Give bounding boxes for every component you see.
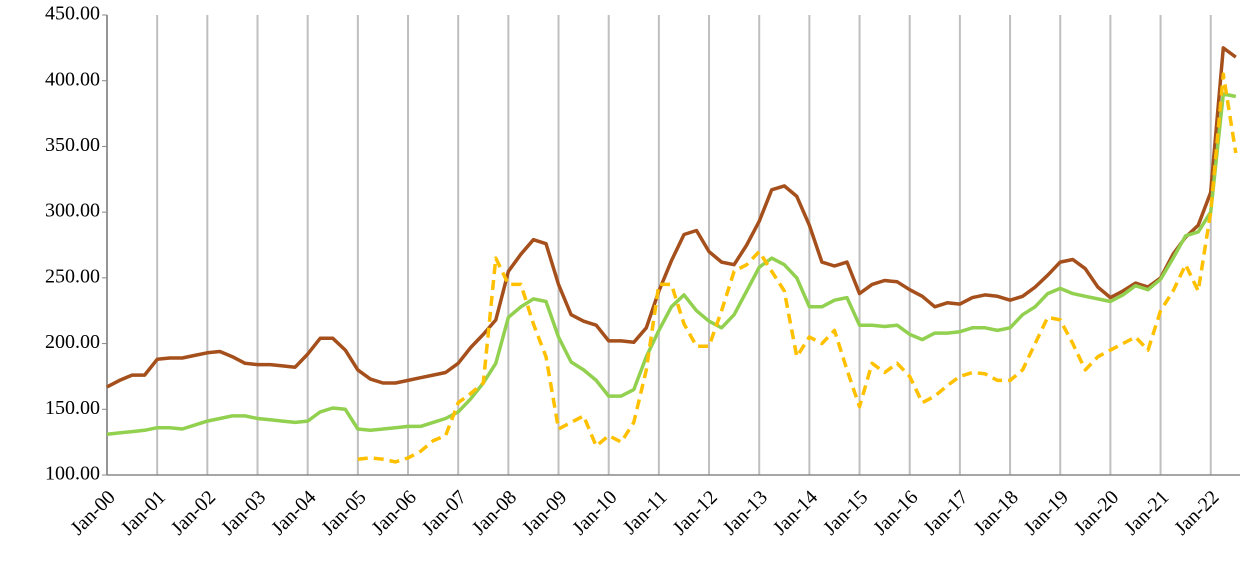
x-tick-label: Jan-10	[568, 486, 621, 539]
series-line	[106, 46, 1237, 389]
x-tick-label: Jan-12	[669, 486, 722, 539]
x-tick-label: Jan-03	[217, 486, 270, 539]
x-tick-label: Jan-08	[468, 486, 521, 539]
x-tick-label: Jan-13	[719, 486, 772, 539]
y-tick-label: 350.00	[45, 134, 100, 156]
y-tick-label: 150.00	[45, 397, 100, 419]
y-tick-label: 100.00	[45, 463, 100, 485]
series-line	[106, 92, 1237, 437]
x-tick-label: Jan-01	[117, 486, 170, 539]
y-tick-label: 300.00	[45, 200, 100, 222]
x-tick-label: Jan-22	[1170, 486, 1223, 539]
x-tick-label: Jan-14	[769, 486, 822, 539]
x-tick-label: Jan-16	[869, 486, 922, 539]
x-tick-label: Jan-20	[1070, 486, 1123, 539]
y-tick-label: 450.00	[45, 3, 100, 25]
x-tick-label: Jan-11	[619, 486, 672, 539]
x-tick-label: Jan-18	[970, 486, 1023, 539]
series-line	[357, 72, 1238, 464]
x-tick-label: Jan-04	[267, 486, 320, 539]
x-tick-label: Jan-09	[518, 486, 571, 539]
x-tick-label: Jan-19	[1020, 486, 1073, 539]
y-tick-label: 400.00	[45, 68, 100, 90]
x-tick-label: Jan-07	[418, 486, 471, 539]
y-tick-label: 250.00	[45, 265, 100, 287]
x-tick-label: Jan-17	[919, 486, 972, 539]
x-tick-label: Jan-06	[368, 486, 421, 539]
x-tick-label: Jan-15	[819, 486, 872, 539]
x-tick-label: Jan-05	[317, 486, 370, 539]
y-tick-label: 200.00	[45, 331, 100, 353]
x-tick-label: Jan-21	[1120, 486, 1173, 539]
x-tick-label: Jan-00	[67, 486, 120, 539]
x-tick-label: Jan-02	[167, 486, 220, 539]
